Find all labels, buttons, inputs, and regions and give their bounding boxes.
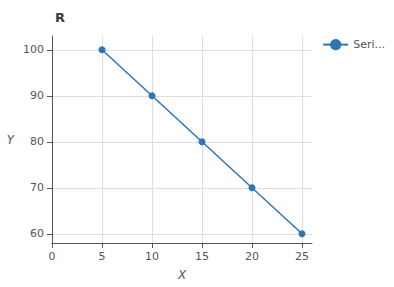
svg-text:90: 90 xyxy=(30,89,44,102)
svg-text:Seri...: Seri... xyxy=(353,38,385,51)
svg-text:X: X xyxy=(177,268,187,282)
svg-text:25: 25 xyxy=(295,250,309,263)
svg-text:Y: Y xyxy=(7,133,16,147)
svg-text:0: 0 xyxy=(49,250,56,263)
svg-text:10: 10 xyxy=(145,250,159,263)
svg-text:70: 70 xyxy=(30,181,44,194)
svg-text:5: 5 xyxy=(99,250,106,263)
svg-text:60: 60 xyxy=(30,227,44,240)
svg-text:R: R xyxy=(55,10,65,25)
svg-text:100: 100 xyxy=(23,43,44,56)
svg-text:15: 15 xyxy=(195,250,209,263)
svg-text:20: 20 xyxy=(245,250,259,263)
svg-text:80: 80 xyxy=(30,135,44,148)
